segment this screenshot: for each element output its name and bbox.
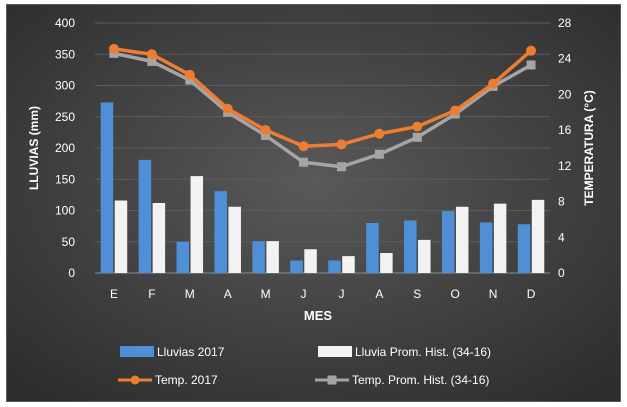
bar-lluvia-prom-hist: [190, 176, 204, 273]
x-tick-label: F: [148, 287, 155, 301]
right-tick-label: 12: [558, 159, 572, 173]
point-temp-2017: [412, 121, 423, 132]
x-tick-label: A: [375, 287, 383, 301]
x-tick-label: D: [527, 287, 536, 301]
legend-label-temp-prom-hist: Temp. Prom. Hist. (34-16): [352, 373, 489, 387]
x-tick-label: N: [489, 287, 498, 301]
x-axis-label: MES: [304, 308, 333, 323]
bar-lluvias-2017: [176, 241, 190, 273]
point-temp-2017: [184, 69, 195, 80]
legend-label-lluvias-2017: Lluvias 2017: [157, 345, 225, 359]
line-temp-2017: [113, 47, 533, 148]
left-tick-label: 400: [55, 16, 75, 30]
left-tick-label: 200: [55, 141, 75, 155]
point-temp-prom-hist: [526, 60, 536, 70]
left-tick-label: 150: [55, 172, 75, 186]
bar-lluvias-2017: [138, 159, 152, 273]
bars-layer: [100, 102, 545, 273]
line-temp-prom-hist: [113, 51, 532, 169]
point-temp-2017: [146, 49, 157, 60]
bar-lluvia-prom-hist: [152, 203, 166, 273]
bar-lluvias-2017: [366, 223, 379, 273]
x-tick-label: S: [413, 287, 421, 301]
left-tick-label: 350: [55, 47, 75, 61]
point-temp-2017: [488, 78, 499, 89]
point-temp-prom-hist: [261, 131, 271, 140]
bar-lluvias-2017: [290, 260, 303, 273]
x-tick-label: O: [451, 287, 460, 301]
point-temp-2017: [108, 43, 119, 54]
left-tick-label: 300: [55, 79, 75, 93]
legend: Lluvias 2017 Lluvia Prom. Hist. (34-16) …: [118, 345, 491, 387]
lines-layer: [108, 43, 537, 172]
bar-lluvias-2017: [517, 224, 531, 273]
bar-lluvia-prom-hist: [418, 239, 431, 273]
point-temp-2017: [374, 128, 385, 139]
bar-lluvia-prom-hist: [455, 206, 469, 273]
right-tick-label: 4: [558, 230, 565, 244]
bar-lluvias-2017: [404, 220, 417, 273]
point-temp-prom-hist: [299, 157, 309, 167]
left-tick-label: 0: [68, 266, 75, 280]
bar-lluvias-2017: [252, 241, 265, 273]
bar-lluvias-2017: [100, 102, 114, 273]
x-tick-label: M: [185, 287, 195, 301]
bar-lluvia-prom-hist: [531, 199, 545, 273]
x-tick-label: J: [338, 287, 344, 301]
x-tick-label: A: [224, 287, 232, 301]
bar-lluvias-2017: [214, 191, 227, 273]
right-tick-label: 8: [558, 195, 565, 209]
right-tick-label: 16: [558, 123, 572, 137]
legend-marker-temp-prom-hist: [327, 375, 337, 385]
point-temp-2017: [298, 141, 309, 152]
left-axis-label: LLUVIAS (mm): [27, 106, 41, 190]
legend-label-lluvia-prom-hist: Lluvia Prom. Hist. (34-16): [355, 345, 491, 359]
point-temp-2017: [260, 125, 271, 136]
point-temp-2017: [222, 103, 233, 114]
point-temp-2017: [526, 45, 537, 56]
point-temp-2017: [450, 105, 461, 116]
x-tick-label: E: [110, 287, 118, 301]
bar-lluvia-prom-hist: [342, 256, 355, 273]
legend-swatch-lluvias-2017: [120, 346, 154, 357]
x-tick-label: J: [301, 287, 307, 301]
left-axis-ticks: 0 50 100 150 200 250 300 350 400: [55, 16, 75, 280]
bar-lluvia-prom-hist: [380, 253, 393, 273]
left-tick-label: 100: [55, 204, 75, 218]
point-temp-prom-hist: [185, 75, 195, 85]
bar-lluvias-2017: [479, 222, 493, 273]
point-temp-prom-hist: [336, 162, 346, 172]
right-tick-label: 24: [558, 52, 572, 66]
right-axis-label: TEMPERATURA (°C): [582, 90, 596, 205]
point-temp-2017: [336, 139, 347, 150]
right-axis-ticks: 0 4 8 12 16 20 24 28: [558, 16, 572, 280]
left-tick-label: 250: [55, 110, 75, 124]
point-temp-prom-hist: [147, 56, 157, 66]
gridlines: [95, 22, 550, 274]
bar-lluvias-2017: [441, 211, 455, 273]
legend-label-temp-2017: Temp. 2017: [155, 373, 218, 387]
x-tick-label: M: [261, 287, 271, 301]
right-tick-label: 20: [558, 87, 572, 101]
left-tick-label: 50: [62, 235, 76, 249]
right-tick-label: 0: [558, 266, 565, 280]
point-temp-prom-hist: [412, 132, 422, 142]
legend-marker-temp-2017: [130, 375, 140, 385]
point-temp-prom-hist: [374, 149, 384, 159]
bar-lluvia-prom-hist: [228, 206, 241, 273]
bar-lluvia-prom-hist: [114, 200, 128, 273]
bar-lluvia-prom-hist: [304, 249, 317, 273]
bar-lluvias-2017: [328, 260, 341, 273]
right-tick-label: 28: [558, 16, 572, 30]
bar-lluvia-prom-hist: [493, 203, 507, 273]
bar-lluvia-prom-hist: [266, 241, 279, 273]
legend-swatch-lluvia-prom-hist: [318, 346, 352, 357]
chart-frame: [6, 4, 621, 402]
